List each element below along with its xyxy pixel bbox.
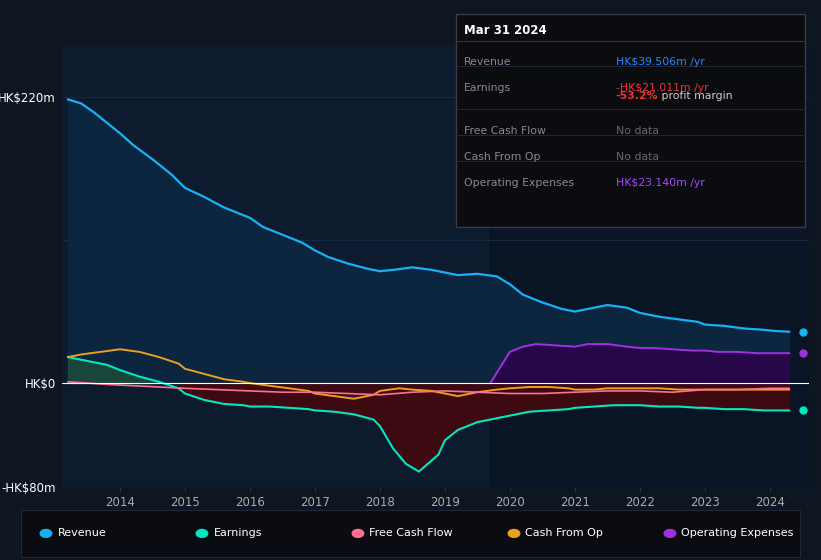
Text: profit margin: profit margin xyxy=(658,91,733,101)
Text: -53.2%: -53.2% xyxy=(616,91,658,101)
Text: Revenue: Revenue xyxy=(464,58,511,67)
Text: Free Cash Flow: Free Cash Flow xyxy=(464,127,546,136)
Text: Cash From Op: Cash From Op xyxy=(525,529,603,538)
Text: Revenue: Revenue xyxy=(57,529,106,538)
Text: No data: No data xyxy=(616,127,658,136)
Bar xyxy=(490,45,809,487)
Text: Earnings: Earnings xyxy=(464,83,511,94)
Text: Mar 31 2024: Mar 31 2024 xyxy=(464,24,547,38)
Text: Free Cash Flow: Free Cash Flow xyxy=(369,529,453,538)
Text: Operating Expenses: Operating Expenses xyxy=(681,529,794,538)
Text: Operating Expenses: Operating Expenses xyxy=(464,179,574,188)
Text: -HK$21.011m /yr: -HK$21.011m /yr xyxy=(616,83,709,94)
Text: Cash From Op: Cash From Op xyxy=(464,152,540,162)
Text: No data: No data xyxy=(616,152,658,162)
Text: HK$39.506m /yr: HK$39.506m /yr xyxy=(616,58,704,67)
Text: Earnings: Earnings xyxy=(213,529,262,538)
Text: HK$23.140m /yr: HK$23.140m /yr xyxy=(616,179,704,188)
